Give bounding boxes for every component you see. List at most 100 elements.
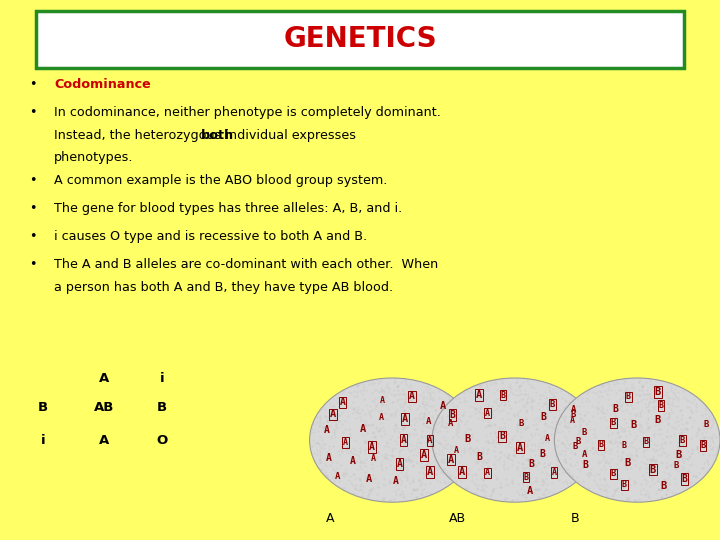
Text: B: B [624,458,631,468]
Text: A: A [360,424,366,434]
Text: A: A [448,455,454,464]
Text: A: A [440,401,446,411]
Text: B: B [582,460,588,470]
Text: B: B [464,434,471,444]
Circle shape [310,378,475,502]
Text: B: B [477,451,482,462]
Text: The A and B alleles are co-dominant with each other.  When: The A and B alleles are co-dominant with… [54,258,438,271]
Text: A: A [397,459,402,469]
Text: B: B [575,437,580,446]
Text: B: B [598,440,603,449]
Text: A: A [402,414,408,424]
Text: B: B [644,437,649,447]
Text: B: B [654,415,661,426]
Text: •: • [29,202,36,215]
Text: •: • [29,174,36,187]
Text: B: B [649,464,656,475]
Text: A: A [448,420,453,428]
Text: A: A [517,443,523,453]
Text: Codominance: Codominance [54,78,150,91]
Text: B: B [661,481,667,491]
Text: B: B [499,431,505,442]
Text: GENETICS: GENETICS [283,25,437,53]
Text: B: B [570,410,576,419]
Text: B: B [500,390,505,400]
Text: B: B [680,436,685,445]
Text: AB: AB [449,512,466,525]
Text: In codominance, neither phenotype is completely dominant.: In codominance, neither phenotype is com… [54,106,441,119]
Text: B: B [519,419,524,428]
Text: A: A [400,435,406,445]
Text: •: • [29,78,36,91]
Text: B: B [701,441,706,450]
Text: B: B [704,420,709,429]
Text: A: A [326,512,335,525]
Text: B: B [613,404,618,414]
Text: B: B [38,401,48,414]
Text: A: A [485,409,490,417]
Text: B: B [611,469,616,478]
Text: O: O [156,434,168,447]
Circle shape [554,378,720,502]
Text: A: A [349,456,356,466]
Text: B: B [611,418,616,428]
Text: a person has both A and B, they have type AB blood.: a person has both A and B, they have typ… [54,281,393,294]
Text: AB: AB [94,401,114,414]
Text: i: i [160,372,164,384]
Text: A: A [330,409,336,420]
Text: A: A [339,397,346,407]
Text: B: B [572,442,577,451]
Text: B: B [523,472,528,482]
Text: B: B [681,474,687,484]
Text: B: B [675,450,682,460]
Text: The gene for blood types has three alleles: A, B, and i.: The gene for blood types has three allel… [54,202,402,215]
Text: A: A [336,471,341,481]
Text: A: A [379,413,384,422]
Text: A: A [582,450,587,459]
Text: •: • [29,106,36,119]
Text: B: B [528,460,534,469]
Text: B: B [449,410,455,420]
Text: B: B [550,400,555,409]
Text: B: B [659,401,663,410]
Text: A: A [99,434,109,447]
Text: A: A [379,396,384,405]
Text: A: A [544,434,549,443]
Text: B: B [621,441,626,450]
Text: A: A [372,454,377,463]
Text: •: • [29,258,36,271]
Text: A: A [476,390,482,400]
Text: A: A [426,417,432,426]
Text: A: A [571,405,577,414]
Text: i causes O type and is recessive to both A and B.: i causes O type and is recessive to both… [54,230,367,243]
Text: A: A [99,372,109,384]
Text: B: B [157,401,167,414]
Text: phenotypes.: phenotypes. [54,151,133,164]
Text: B: B [622,481,627,489]
Text: B: B [582,428,587,437]
Text: Instead, the heterozygous individual expresses: Instead, the heterozygous individual exp… [54,129,360,142]
Text: B: B [674,461,679,470]
Text: B: B [571,512,580,525]
Text: A: A [343,438,348,447]
Text: B: B [541,412,546,422]
Text: A: A [570,416,575,426]
Text: A: A [427,467,433,477]
Text: A: A [369,442,375,452]
Text: B: B [631,420,637,430]
Text: A: A [459,467,466,477]
Text: A: A [420,450,427,460]
Text: •: • [29,230,36,243]
Text: B: B [654,387,661,397]
Text: A common example is the ABO blood group system.: A common example is the ABO blood group … [54,174,387,187]
Text: A: A [527,485,534,496]
Text: A: A [393,476,399,486]
Text: A: A [366,474,372,484]
Text: i: i [41,434,45,447]
Text: A: A [325,454,331,463]
FancyBboxPatch shape [36,11,684,68]
Text: A: A [409,392,415,401]
Circle shape [432,378,598,502]
Text: A: A [552,468,557,477]
Text: B: B [539,449,545,458]
